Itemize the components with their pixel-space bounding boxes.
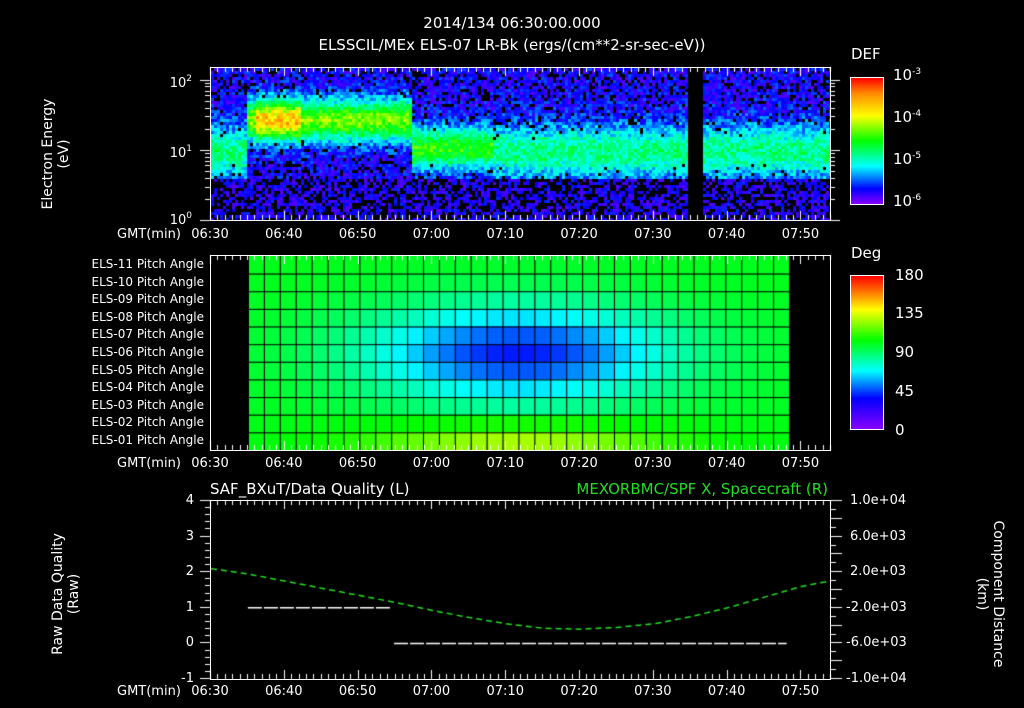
energy-ylabel-line1: Electron Energy: [40, 98, 56, 210]
gmt-xlabel-3: GMT(min): [117, 684, 181, 699]
def-colorbar-label-1e-4: 10-4: [893, 108, 922, 126]
pitch-axis-ticks: [190, 248, 850, 458]
xtick-label: 06:40: [265, 684, 303, 699]
def-colorbar-title: DEF: [851, 45, 881, 63]
pitch-row-label: ELS-05 Pitch Angle: [91, 362, 204, 377]
quality-ytick: 2: [186, 564, 194, 579]
gmt-xlabel-2: GMT(min): [117, 456, 181, 471]
pitch-row-label: ELS-08 Pitch Angle: [91, 309, 204, 324]
xtick-label: 07:00: [412, 227, 451, 242]
xtick-label: 06:50: [338, 684, 377, 699]
plot-datetime: 2014/134 06:30:00.000: [423, 14, 601, 32]
xtick-label: 06:50: [338, 456, 377, 471]
deg-label-180: 180: [895, 266, 924, 284]
distance-ylabel-line1: Component Distance: [990, 520, 1006, 668]
xtick-label: 07:50: [781, 684, 820, 699]
distance-ytick: -2.0e+03: [846, 599, 907, 615]
plot-subtitle: ELSSCIL/MEx ELS-07 LR-Bk (ergs/(cm**2-sr…: [318, 36, 706, 54]
distance-ytick: 2.0e+03: [850, 564, 907, 580]
xtick-label: 06:40: [265, 227, 303, 242]
def-colorbar: [850, 77, 884, 205]
xtick-label: 07:20: [560, 456, 598, 471]
quality-ylabel: Raw Data Quality (Raw): [50, 514, 82, 674]
xtick-label: 07:50: [781, 227, 820, 242]
distance-ytick: 6.0e+03: [850, 528, 907, 544]
pitch-row-label: ELS-02 Pitch Angle: [91, 415, 204, 430]
pitch-row-label: ELS-07 Pitch Angle: [91, 327, 204, 342]
deg-colorbar-title: Deg: [851, 244, 882, 262]
energy-ylabel-line2: (eV): [56, 139, 72, 169]
energy-ytick-10: 101: [169, 144, 192, 161]
energy-ylabel: Electron Energy (eV): [40, 74, 72, 234]
xtick-label: 07:10: [486, 684, 524, 699]
distance-ytick: 1.0e+04: [850, 493, 907, 508]
quality-ytick: 4: [186, 493, 194, 508]
energy-ytick-100: 102: [169, 74, 192, 91]
quality-ytick: 3: [186, 529, 194, 544]
xtick-label: 07:40: [707, 684, 746, 699]
xtick-label: 06:30: [191, 684, 229, 699]
pitch-row-label: ELS-01 Pitch Angle: [91, 433, 204, 447]
pitch-row-label: ELS-06 Pitch Angle: [91, 345, 204, 359]
distance-ytick: -6.0e+03: [846, 635, 907, 651]
pitch-row-label: ELS-09 Pitch Angle: [91, 292, 204, 307]
xtick-label: 06:50: [338, 227, 377, 242]
energy-axis-ticks: [190, 60, 850, 230]
xtick-label: 07:30: [634, 456, 672, 471]
xtick-label: 07:20: [560, 227, 598, 242]
quality-ytick: 1: [186, 600, 194, 615]
xtick-label: 06:30: [191, 227, 229, 242]
quality-ytick: 0: [186, 635, 194, 650]
distance-ylabel-line2: (km): [974, 577, 990, 611]
deg-label-45: 45: [895, 382, 915, 400]
pitch-row-label: ELS-11 Pitch Angle: [91, 257, 204, 271]
xtick-label: 06:30: [191, 456, 229, 471]
xtick-label: 07:20: [560, 684, 598, 699]
xtick-label: 07:30: [634, 684, 672, 699]
deg-label-0: 0: [895, 421, 905, 439]
deg-label-135: 135: [895, 304, 924, 322]
deg-label-90: 90: [895, 343, 915, 361]
xtick-label: 07:40: [707, 227, 746, 242]
gmt-xlabel-1: GMT(min): [117, 227, 181, 242]
deg-colorbar: [850, 275, 884, 430]
distance-ytick: -1.0e+04: [846, 671, 907, 686]
xtick-label: 07:10: [486, 227, 524, 242]
pitch-row-label: ELS-10 Pitch Angle: [91, 274, 204, 289]
xtick-label: 07:50: [781, 456, 820, 471]
quality-ylabel-line2: (Raw): [66, 573, 82, 615]
xtick-label: 06:40: [265, 456, 303, 471]
quality-ylabel-line1: Raw Data Quality: [50, 533, 66, 655]
def-colorbar-label-1e-5: 10-5: [893, 150, 922, 168]
xtick-label: 07:30: [634, 227, 672, 242]
quality-axis-ticks: [190, 492, 870, 692]
def-colorbar-label-1e-6: 10-6: [893, 192, 922, 210]
distance-ylabel: Component Distance (km): [974, 504, 1006, 684]
pitch-row-label: ELS-04 Pitch Angle: [91, 380, 204, 395]
xtick-label: 07:00: [412, 684, 451, 699]
def-colorbar-label-1e-3: 10-3: [893, 66, 922, 84]
xtick-label: 07:00: [412, 456, 451, 471]
xtick-label: 07:10: [486, 456, 524, 471]
pitch-row-label: ELS-03 Pitch Angle: [91, 397, 204, 412]
xtick-label: 07:40: [707, 456, 746, 471]
energy-ytick-1: 100: [169, 211, 192, 228]
